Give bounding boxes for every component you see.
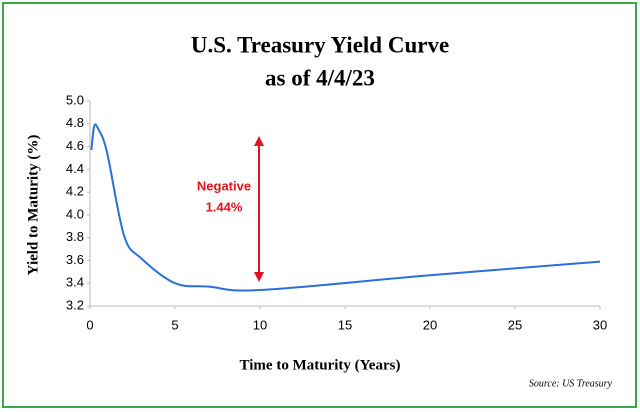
source: Source: US Treasury (529, 378, 613, 389)
y-tick-label: 4.6 (66, 138, 84, 153)
x-tick-label: 30 (593, 317, 607, 332)
x-tick-label: 10 (253, 317, 267, 332)
y-tick-label: 3.2 (66, 297, 84, 312)
y-tick-label: 4.8 (66, 115, 84, 130)
y-tick-label: 3.8 (66, 229, 84, 244)
yield-line (90, 123, 601, 292)
x-tick-label: 15 (338, 317, 352, 332)
chart-subtitle: as of 4/4/23 (265, 65, 375, 90)
x-tick-label: 0 (86, 317, 93, 332)
x-tick-label: 5 (171, 317, 178, 332)
annotation: 1.44% (206, 199, 243, 214)
spread-arrow (254, 136, 264, 282)
y-axis-label: Yield to Maturity (%) (25, 135, 41, 276)
arrow-head (254, 272, 264, 282)
y-tick-label: 4.4 (66, 161, 84, 176)
y-tick-label: 5.0 (66, 92, 84, 107)
x-tick-label: 25 (508, 317, 522, 332)
annotation: Negative (197, 178, 251, 193)
frame (2, 2, 637, 408)
y-tick-label: 3.4 (66, 275, 84, 290)
y-tick-label: 4.0 (66, 206, 84, 221)
arrow-head (254, 136, 264, 146)
x-tick-label: 20 (423, 317, 437, 332)
chart-title: U.S. Treasury Yield Curve (191, 32, 449, 57)
x-axis-label: Time to Maturity (Years) (240, 357, 401, 373)
y-tick-label: 3.6 (66, 252, 84, 267)
y-tick-label: 4.2 (66, 184, 84, 199)
